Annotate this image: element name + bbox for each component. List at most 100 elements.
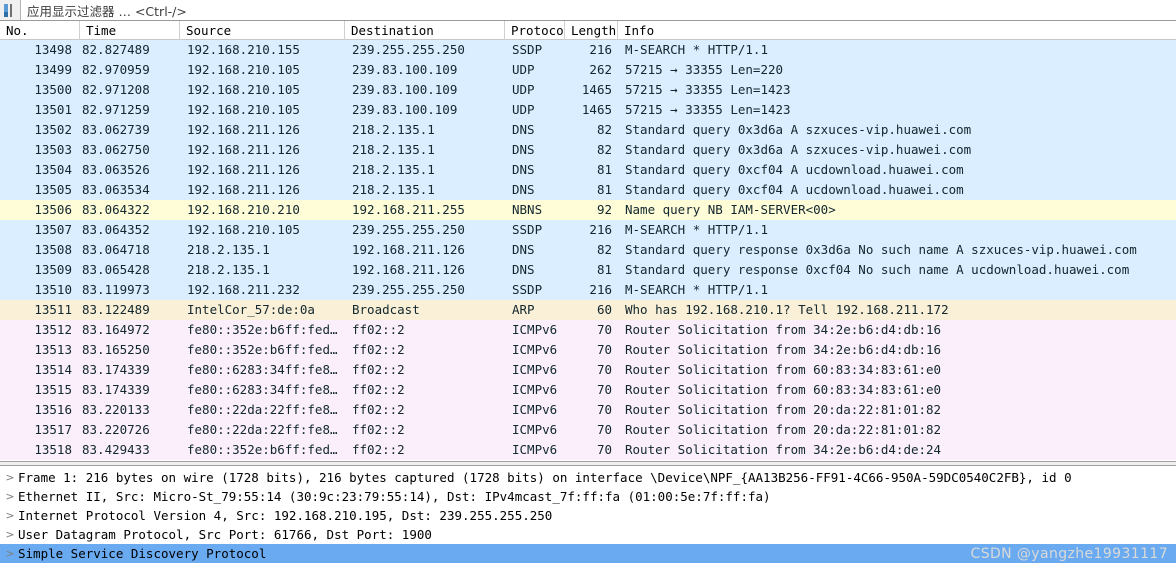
column-header-destination[interactable]: Destination xyxy=(345,21,505,40)
packet-source: 192.168.210.105 xyxy=(187,62,300,77)
packet-length: 70 xyxy=(596,322,612,337)
packet-source: 192.168.210.105 xyxy=(187,82,300,97)
protocol-tree-label: Internet Protocol Version 4, Src: 192.16… xyxy=(18,508,553,523)
packet-protocol: DNS xyxy=(512,162,535,177)
packet-details-pane[interactable]: > Frame 1: 216 bytes on wire (1728 bits),… xyxy=(0,466,1176,566)
packet-protocol: NBNS xyxy=(512,202,543,217)
packet-no: 13511 xyxy=(34,302,72,317)
table-row[interactable]: 13502 83.062739 192.168.211.126 218.2.135.1… xyxy=(0,120,1176,140)
packet-source: fe80::6283:34ff:fe8… xyxy=(187,362,338,377)
packet-info: Name query NB IAM-SERVER<00> xyxy=(625,202,836,217)
packet-protocol: ICMPv6 xyxy=(512,422,558,437)
packet-source: fe80::22da:22ff:fe8… xyxy=(187,402,338,417)
packet-no: 13504 xyxy=(34,162,72,177)
chevron-right-icon[interactable]: > xyxy=(5,490,15,503)
protocol-tree-item[interactable]: > Internet Protocol Version 4, Src: 192.1… xyxy=(0,506,1176,525)
packet-protocol: ICMPv6 xyxy=(512,442,558,457)
table-row[interactable]: 13500 82.971208 192.168.210.105 239.83.100.… xyxy=(0,80,1176,100)
pane-splitter[interactable] xyxy=(0,461,1176,466)
column-header-info[interactable]: Info xyxy=(624,22,655,38)
table-row[interactable]: 13507 83.064352 192.168.210.105 239.255.255… xyxy=(0,220,1176,240)
packet-time: 83.220133 xyxy=(82,402,150,417)
table-row[interactable]: 13511 83.122489 IntelCor_57:de:0a Broadcast… xyxy=(0,300,1176,320)
column-header-time[interactable]: Time xyxy=(80,21,180,40)
table-row[interactable]: 13499 82.970959 192.168.210.105 239.83.100.… xyxy=(0,60,1176,80)
packet-destination: ff02::2 xyxy=(352,442,405,457)
packet-protocol: UDP xyxy=(512,82,535,97)
packet-no: 13512 xyxy=(34,322,72,337)
packet-info: Router Solicitation from 20:da:22:81:01:… xyxy=(625,422,942,437)
table-row[interactable]: 13498 82.827489 192.168.210.155 239.255.255… xyxy=(0,40,1176,60)
packet-protocol: ARP xyxy=(512,302,535,317)
protocol-tree-item[interactable]: > Frame 1: 216 bytes on wire (1728 bits),… xyxy=(0,468,1176,487)
packet-destination: ff02::2 xyxy=(352,322,405,337)
table-row[interactable]: 13513 83.165250 fe80::352e:b6ff:fed… ff02::… xyxy=(0,340,1176,360)
packet-info: 57215 → 33355 Len=1423 xyxy=(625,102,791,117)
packet-info: Who has 192.168.210.1? Tell 192.168.211.… xyxy=(625,302,949,317)
packet-length: 81 xyxy=(596,162,612,177)
packet-source: 192.168.211.126 xyxy=(187,122,300,137)
packet-destination: Broadcast xyxy=(352,302,420,317)
packet-info: Router Solicitation from 34:2e:b6:d4:de:… xyxy=(625,442,942,457)
packet-source: 192.168.211.126 xyxy=(187,162,300,177)
packet-protocol: ICMPv6 xyxy=(512,322,558,337)
packet-protocol: SSDP xyxy=(512,282,543,297)
column-header-protocol[interactable]: Protocol xyxy=(505,21,565,40)
packet-no: 13515 xyxy=(34,382,72,397)
packet-length: 70 xyxy=(596,442,612,457)
chevron-right-icon[interactable]: > xyxy=(5,547,15,560)
packet-length: 70 xyxy=(596,402,612,417)
packet-no: 13500 xyxy=(34,82,72,97)
packet-source: fe80::352e:b6ff:fed… xyxy=(187,342,338,357)
protocol-tree-item[interactable]: > Simple Service Discovery Protocol xyxy=(0,544,1176,563)
packet-source: fe80::22da:22ff:fe8… xyxy=(187,422,338,437)
display-filter-input[interactable]: 应用显示过滤器 … <Ctrl-/> xyxy=(21,0,1176,20)
packet-protocol: DNS xyxy=(512,122,535,137)
chevron-right-icon[interactable]: > xyxy=(5,471,15,484)
packet-destination: 239.83.100.109 xyxy=(352,62,458,77)
packet-source: fe80::352e:b6ff:fed… xyxy=(187,322,338,337)
table-row[interactable]: 13504 83.063526 192.168.211.126 218.2.135.1… xyxy=(0,160,1176,180)
table-row[interactable]: 13515 83.174339 fe80::6283:34ff:fe8… ff02::… xyxy=(0,380,1176,400)
packet-list-pane[interactable]: No. Time Source Destination Protocol Len… xyxy=(0,21,1176,461)
protocol-tree-item[interactable]: > Ethernet II, Src: Micro-St_79:55:14 (30… xyxy=(0,487,1176,506)
packet-source: 192.168.210.105 xyxy=(187,102,300,117)
packet-length: 81 xyxy=(596,262,612,277)
packet-time: 82.971208 xyxy=(82,82,150,97)
table-row[interactable]: 13508 83.064718 218.2.135.1 192.168.211.126… xyxy=(0,240,1176,260)
table-row[interactable]: 13518 83.429433 fe80::352e:b6ff:fed… ff02::… xyxy=(0,440,1176,460)
protocol-tree: > Frame 1: 216 bytes on wire (1728 bits),… xyxy=(0,468,1176,563)
table-row[interactable]: 13506 83.064322 192.168.210.210 192.168.211… xyxy=(0,200,1176,220)
packet-source: 192.168.211.232 xyxy=(187,282,300,297)
packet-destination: 239.83.100.109 xyxy=(352,82,458,97)
packet-no: 13498 xyxy=(34,42,72,57)
packet-source: 192.168.210.210 xyxy=(187,202,300,217)
packet-destination: 239.83.100.109 xyxy=(352,102,458,117)
column-header-no[interactable]: No. xyxy=(0,21,80,40)
packet-destination: 192.168.211.255 xyxy=(352,202,465,217)
packet-no: 13499 xyxy=(34,62,72,77)
protocol-tree-item[interactable]: > User Datagram Protocol, Src Port: 61766… xyxy=(0,525,1176,544)
packet-source: 192.168.210.105 xyxy=(187,222,300,237)
table-row[interactable]: 13510 83.119973 192.168.211.232 239.255.255… xyxy=(0,280,1176,300)
display-filter-placeholder: 应用显示过滤器 … <Ctrl-/> xyxy=(27,3,187,19)
column-header-length[interactable]: Length xyxy=(565,21,618,40)
packet-info: 57215 → 33355 Len=1423 xyxy=(625,82,791,97)
column-header-source[interactable]: Source xyxy=(180,21,345,40)
filter-bookmark-icon[interactable] xyxy=(0,0,21,20)
table-row[interactable]: 13505 83.063534 192.168.211.126 218.2.135.1… xyxy=(0,180,1176,200)
packet-length: 262 xyxy=(589,62,612,77)
packet-length: 82 xyxy=(596,142,612,157)
table-row[interactable]: 13509 83.065428 218.2.135.1 192.168.211.126… xyxy=(0,260,1176,280)
chevron-right-icon[interactable]: > xyxy=(5,528,15,541)
table-row[interactable]: 13514 83.174339 fe80::6283:34ff:fe8… ff02::… xyxy=(0,360,1176,380)
packet-length: 70 xyxy=(596,382,612,397)
table-row[interactable]: 13512 83.164972 fe80::352e:b6ff:fed… ff02::… xyxy=(0,320,1176,340)
table-row[interactable]: 13517 83.220726 fe80::22da:22ff:fe8… ff02::… xyxy=(0,420,1176,440)
packet-protocol: SSDP xyxy=(512,222,543,237)
table-row[interactable]: 13501 82.971259 192.168.210.105 239.83.100.… xyxy=(0,100,1176,120)
table-row[interactable]: 13516 83.220133 fe80::22da:22ff:fe8… ff02::… xyxy=(0,400,1176,420)
chevron-right-icon[interactable]: > xyxy=(5,509,15,522)
table-row[interactable]: 13503 83.062750 192.168.211.126 218.2.135.1… xyxy=(0,140,1176,160)
packet-time: 83.064718 xyxy=(82,242,150,257)
